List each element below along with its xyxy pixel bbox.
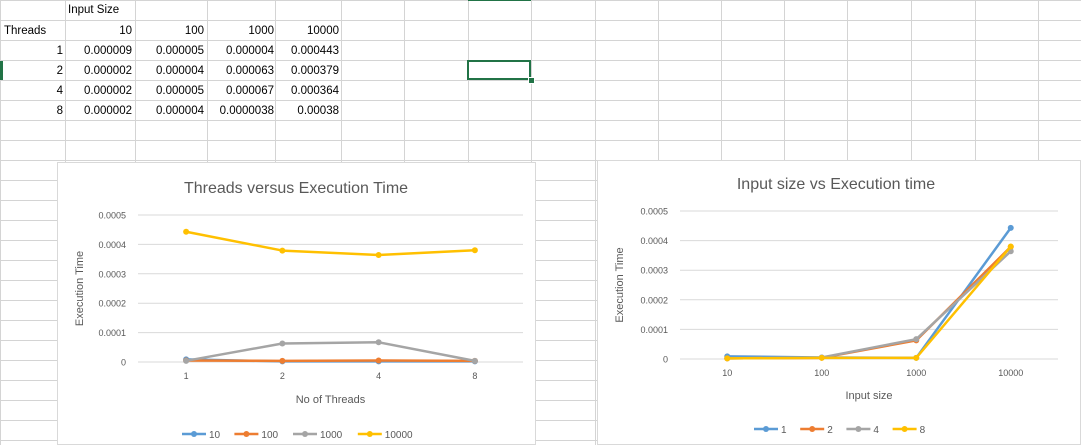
- y-tick-label: 0.0002: [640, 295, 668, 305]
- legend-marker: [763, 426, 769, 432]
- execution-time-cell[interactable]: 0.000002: [66, 81, 132, 101]
- x-tick-label: 8: [472, 371, 477, 381]
- input-size-cell[interactable]: 1000: [208, 21, 274, 41]
- legend-label[interactable]: 10: [209, 430, 221, 441]
- selected-cell[interactable]: [467, 60, 531, 80]
- x-tick-label: 10000: [998, 368, 1023, 378]
- y-tick-label: 0.0004: [640, 236, 668, 246]
- data-point[interactable]: [376, 358, 382, 364]
- legend-label[interactable]: 10000: [385, 430, 413, 441]
- y-tick-label: 0.0003: [640, 266, 668, 276]
- y-tick-label: 0.0003: [98, 269, 126, 279]
- y-axis-label: Execution Time: [614, 247, 626, 322]
- data-point[interactable]: [279, 248, 285, 254]
- threads-cell[interactable]: 4: [0, 81, 63, 101]
- data-point[interactable]: [1008, 244, 1014, 250]
- data-point[interactable]: [279, 340, 285, 346]
- y-tick-label: 0.0002: [98, 299, 126, 309]
- x-tick-label: 100: [814, 368, 829, 378]
- x-axis-label: Input size: [845, 390, 892, 402]
- input-size-cell[interactable]: 10: [66, 21, 132, 41]
- data-point[interactable]: [913, 336, 919, 342]
- series-line[interactable]: [727, 251, 1011, 358]
- execution-time-cell[interactable]: 0.000002: [66, 61, 132, 81]
- input-size-cell[interactable]: 10000: [276, 21, 339, 41]
- legend-label[interactable]: 8: [920, 425, 926, 436]
- execution-time-cell[interactable]: 0.000063: [208, 61, 274, 81]
- input-size-cell[interactable]: 100: [136, 21, 204, 41]
- threads-header[interactable]: Threads: [4, 21, 46, 41]
- fill-handle[interactable]: [528, 77, 535, 84]
- data-point[interactable]: [472, 247, 478, 253]
- y-tick-label: 0.0001: [98, 328, 126, 338]
- chart-canvas: Threads versus Execution Time 0 0.0001 0.00…: [58, 163, 537, 446]
- legend-marker: [902, 426, 908, 432]
- x-tick-label: 1000: [906, 368, 926, 378]
- x-tick-label: 4: [376, 371, 381, 381]
- chart-title: Input size vs Execution time: [737, 176, 935, 193]
- legend-label[interactable]: 1: [781, 425, 787, 436]
- series-line[interactable]: [186, 342, 475, 361]
- data-point[interactable]: [913, 355, 919, 361]
- x-tick-label: 10: [722, 368, 732, 378]
- y-tick-label: 0.0005: [98, 211, 126, 221]
- x-axis-label: No of Threads: [296, 394, 366, 406]
- data-point[interactable]: [376, 252, 382, 258]
- data-point[interactable]: [1008, 225, 1014, 231]
- input-size-vs-execution-time-chart[interactable]: Input size vs Execution time 0 0.0001 0.000…: [597, 160, 1081, 445]
- execution-time-cell[interactable]: 0.0000038: [208, 101, 274, 121]
- y-tick-label: 0: [121, 358, 126, 368]
- y-tick-label: 0.0001: [640, 325, 668, 335]
- series-line[interactable]: [727, 247, 1011, 359]
- series-line[interactable]: [186, 232, 475, 255]
- y-tick-label: 0.0004: [98, 240, 126, 250]
- legend-label[interactable]: 100: [261, 430, 278, 441]
- series-line[interactable]: [727, 247, 1011, 359]
- execution-time-cell[interactable]: 0.000067: [208, 81, 274, 101]
- data-point[interactable]: [724, 355, 730, 361]
- execution-time-cell[interactable]: 0.000379: [276, 61, 339, 81]
- data-point[interactable]: [183, 229, 189, 235]
- legend-marker: [809, 426, 815, 432]
- chart-canvas: Input size vs Execution time 0 0.0001 0.000…: [598, 161, 1081, 446]
- chart-title: Threads versus Execution Time: [184, 180, 408, 197]
- y-axis-label: Execution Time: [74, 251, 86, 326]
- legend-marker: [855, 426, 861, 432]
- data-point[interactable]: [472, 358, 478, 364]
- y-tick-label: 0: [663, 355, 668, 365]
- legend-label[interactable]: 2: [827, 425, 833, 436]
- execution-time-cell[interactable]: 0.000009: [66, 41, 132, 61]
- execution-time-cell[interactable]: 0.000005: [136, 41, 204, 61]
- legend-marker: [302, 431, 308, 437]
- x-tick-label: 1: [184, 371, 189, 381]
- execution-time-cell[interactable]: 0.000364: [276, 81, 339, 101]
- execution-time-cell[interactable]: 0.000004: [136, 61, 204, 81]
- series-line[interactable]: [727, 228, 1011, 358]
- threads-cell[interactable]: 1: [0, 41, 63, 61]
- x-tick-label: 2: [280, 371, 285, 381]
- data-point[interactable]: [376, 339, 382, 345]
- legend-marker: [243, 431, 249, 437]
- input-size-header[interactable]: Input Size: [68, 0, 119, 20]
- execution-time-cell[interactable]: 0.000443: [276, 41, 339, 61]
- execution-time-cell[interactable]: 0.000004: [136, 101, 204, 121]
- data-point[interactable]: [279, 358, 285, 364]
- data-point[interactable]: [819, 355, 825, 361]
- legend-label[interactable]: 4: [873, 425, 879, 436]
- threads-cell[interactable]: 8: [0, 101, 63, 121]
- legend-marker: [367, 431, 373, 437]
- threads-cell[interactable]: 2: [0, 61, 63, 81]
- data-point[interactable]: [183, 358, 189, 364]
- execution-time-cell[interactable]: 0.000002: [66, 101, 132, 121]
- y-tick-label: 0.0005: [640, 207, 668, 217]
- execution-time-cell[interactable]: 0.00038: [276, 101, 339, 121]
- execution-time-cell[interactable]: 0.000005: [136, 81, 204, 101]
- legend-marker: [191, 431, 197, 437]
- legend-label[interactable]: 1000: [320, 430, 343, 441]
- execution-time-cell[interactable]: 0.000004: [208, 41, 274, 61]
- threads-vs-execution-time-chart[interactable]: Threads versus Execution Time 0 0.0001 0.00…: [57, 162, 536, 445]
